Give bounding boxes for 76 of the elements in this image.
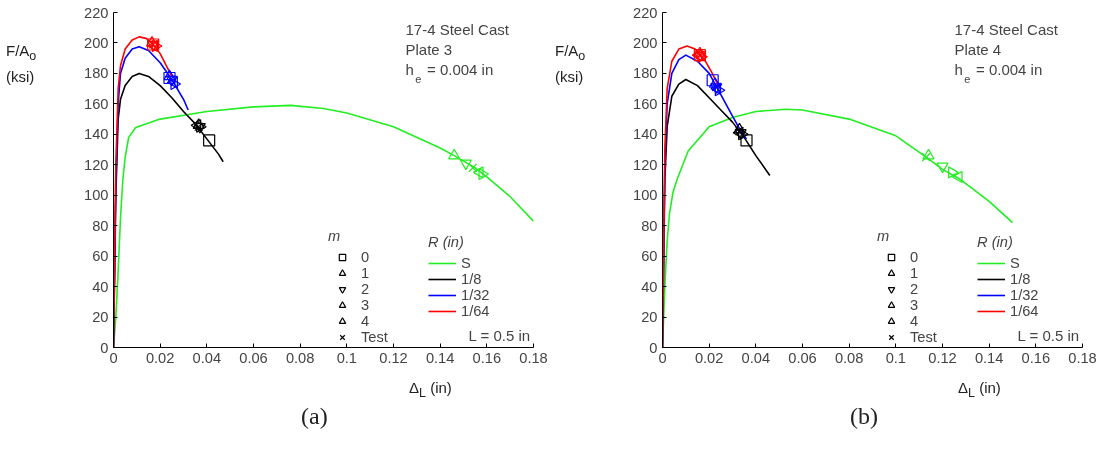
x-tick-label: 0.04 (741, 349, 771, 366)
y-tick-label: 120 (633, 156, 658, 173)
y-tick-label: 180 (84, 65, 109, 82)
legend-label: 2 (361, 281, 371, 297)
x-tick-label: 0.08 (285, 349, 315, 366)
y-tick-label: 80 (92, 217, 109, 234)
annotation: Plate 4 (954, 40, 1002, 58)
y-tick-label: 100 (633, 187, 658, 204)
x-axis-title: Δ$_{L}$ (in) (409, 378, 452, 402)
y-tick-label: 80 (641, 217, 658, 234)
legend-label: 3 (361, 297, 371, 313)
y-tick-label: 60 (92, 248, 109, 265)
text: m (877, 228, 890, 244)
text: m (328, 228, 341, 244)
x-tick-label: 0.06 (788, 349, 817, 366)
y-axis-title: F/A$_{o}$ (ksi) (6, 41, 38, 87)
legend-label: 1/64 (1010, 303, 1039, 319)
legend-label: 1/8 (1010, 271, 1031, 287)
x-tick-label: 0.1 (885, 349, 907, 366)
legend-label: Test (910, 329, 937, 345)
x-tick-label: 0.06 (239, 349, 268, 366)
x-tick-label: 0.1 (336, 349, 358, 366)
legend-label: S (1010, 255, 1021, 271)
legend-label: 0 (910, 249, 920, 265)
x-tick-label: 0.18 (519, 349, 548, 366)
text: (b) (850, 402, 878, 431)
legend-label: 1 (910, 265, 920, 281)
legend-label: Test (361, 329, 388, 345)
x-tick-label: 0.02 (145, 349, 175, 366)
annotation: L = 0.5 in (1017, 326, 1080, 344)
legend-label: 4 (361, 313, 371, 329)
y-axis-title: F/A$_{o}$ (ksi) (555, 41, 587, 87)
y-tick-label: 20 (641, 309, 658, 326)
x-tick-label: 0.04 (192, 349, 222, 366)
legend-label: 1/8 (461, 271, 482, 287)
annotation: L = 0.5 in (468, 326, 531, 344)
legend-label: 1 (361, 265, 371, 281)
annotation: 17-4 Steel Cast (954, 20, 1059, 38)
text: (a) (301, 402, 328, 431)
y-tick-label: 160 (633, 95, 658, 112)
annotation: Plate 3 (405, 40, 453, 58)
y-tick-label: 120 (84, 156, 109, 173)
annotation: 17-4 Steel Cast (405, 20, 510, 38)
y-tick-label: 40 (92, 278, 109, 295)
y-tick-label: 40 (641, 278, 658, 295)
text: R (in) (977, 234, 1013, 250)
legend-label: 1/32 (1010, 287, 1039, 303)
legend-label: 3 (910, 297, 920, 313)
x-tick-label: 0.12 (379, 349, 408, 366)
y-tick-label: 140 (84, 126, 109, 143)
x-tick-label: 0.02 (694, 349, 724, 366)
legend-label: 1/32 (461, 287, 490, 303)
legend-label: 2 (910, 281, 920, 297)
y-tick-label: 180 (633, 65, 658, 82)
y-tick-label: 220 (84, 4, 109, 21)
legend-label: 0 (361, 249, 371, 265)
y-tick-label: 220 (633, 4, 658, 21)
x-tick-label: 0.08 (834, 349, 864, 366)
y-tick-label: 200 (633, 34, 658, 51)
x-tick-label: 0.16 (1021, 349, 1051, 366)
legend-label: 1/64 (461, 303, 490, 319)
y-tick-label: 140 (633, 126, 658, 143)
x-tick-label: 0.14 (974, 349, 1004, 366)
x-tick-label: 0.16 (472, 349, 502, 366)
y-tick-label: 20 (92, 309, 109, 326)
y-tick-label: 200 (84, 34, 109, 51)
legend-label: 4 (910, 313, 920, 329)
x-tick-label: 0.18 (1068, 349, 1097, 366)
text: R (in) (428, 234, 464, 250)
y-tick-label: 100 (84, 187, 109, 204)
y-tick-label: 160 (84, 95, 109, 112)
legend-label: S (461, 255, 472, 271)
x-tick-label: 0.12 (928, 349, 957, 366)
x-tick-label: 0.14 (425, 349, 455, 366)
y-tick-label: 60 (641, 248, 658, 265)
x-axis-title: Δ$_{L}$ (in) (958, 378, 1001, 402)
